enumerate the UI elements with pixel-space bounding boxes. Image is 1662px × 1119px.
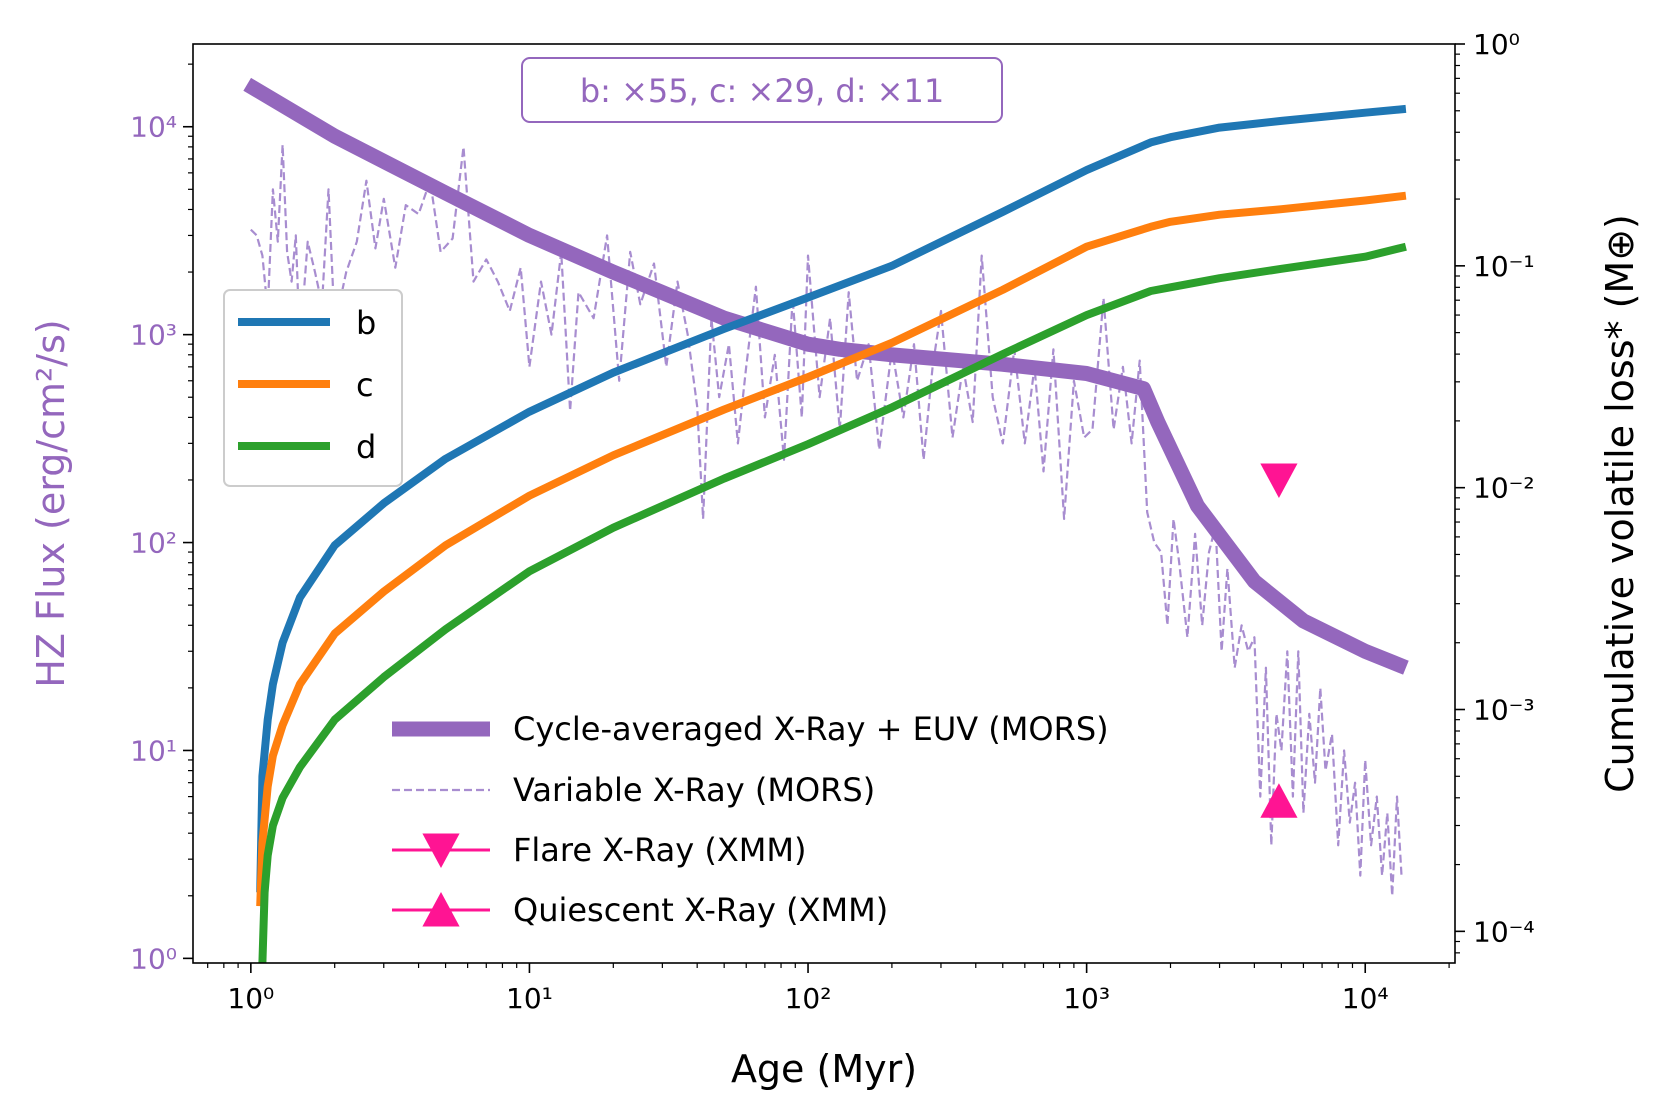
marker-flare-xray [1260,463,1298,498]
y-left-tick-label: 10³ [130,319,177,352]
legend-label-d: d [356,428,376,466]
series-d [258,242,1407,963]
x-axis-title: Age (Myr) [731,1047,917,1091]
planet-legend: bcd [223,289,403,487]
series-c [256,191,1407,907]
y-right-tick-label: 10⁻¹ [1473,250,1535,283]
y-axis-left-title: HZ Flux (erg/cm²/s) [29,319,73,687]
ratio-annotation: b: ×55, c: ×29, d: ×11 [521,57,1003,123]
y-left-tick-label: 10² [130,527,177,560]
y-left-tick-label: 10¹ [130,734,177,767]
legend-label-b: b [356,304,376,342]
legend-label-flux: Flare X-Ray (XMM) [513,831,806,869]
y-right-tick-label: 10⁻³ [1473,694,1535,727]
y-right-tick-label: 10⁰ [1473,28,1520,61]
plot-frame [192,43,1456,964]
marker-quiescent-xray [1260,783,1298,818]
x-tick-label: 10⁴ [1342,982,1389,1015]
x-tick-label: 10² [785,982,832,1015]
plot-series [243,77,1409,963]
y-right-tick-label: 10⁻² [1473,472,1535,505]
x-axis: 10⁰ 10¹ 10² 10³ 10⁴ [207,963,1450,1015]
x-tick-label: 10¹ [506,982,553,1015]
y-left-tick-label: 10⁰ [130,942,177,975]
series-cycle-averaged [243,77,1409,675]
ratio-annotation-box [521,57,1003,123]
legend-label-flux: Cycle-averaged X-Ray + EUV (MORS) [513,710,1109,748]
y-axis-right-title: Cumulative volatile loss* (M⊕) [1598,214,1642,793]
series-b [256,104,1407,893]
y-right-tick-label: 10⁻⁴ [1473,915,1535,948]
legend-marker-flare [422,833,460,868]
flux-legend: Cycle-averaged X-Ray + EUV (MORS) Variabl… [392,710,1109,929]
ratio-annotation-text: b: ×55, c: ×29, d: ×11 [580,72,944,110]
y-left-tick-label: 10⁴ [130,111,177,144]
legend-marker-quiescent [422,892,460,927]
legend-label-flux: Quiescent X-Ray (XMM) [513,891,888,929]
y-axis-right: 10⁻⁴ 10⁻³ 10⁻² 10⁻¹ 10⁰ [1455,28,1535,954]
legend-label-flux: Variable X-Ray (MORS) [513,771,875,809]
x-tick-label: 10³ [1063,982,1110,1015]
legend-label-c: c [356,366,374,404]
y-axis-left: 10⁰ 10¹ 10² 10³ 10⁴ [130,63,193,975]
x-tick-label: 10⁰ [227,982,274,1015]
